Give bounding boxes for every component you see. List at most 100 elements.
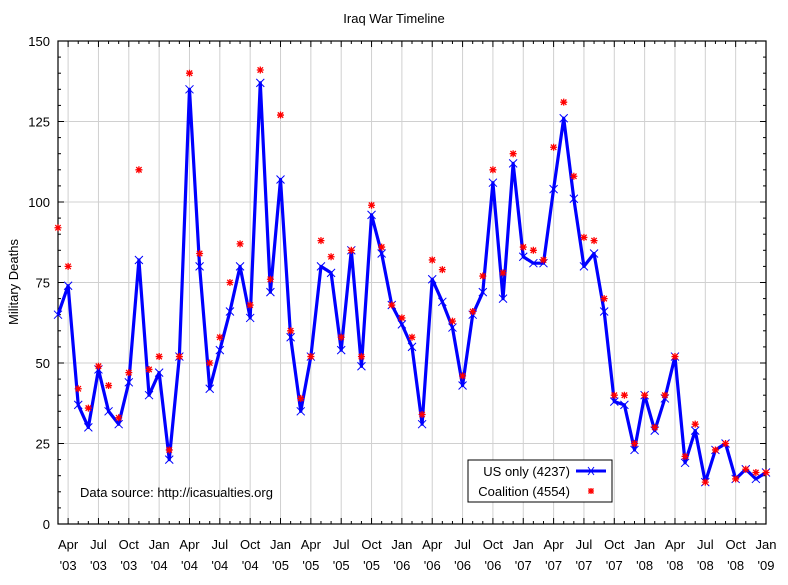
legend: US only (4237) Coalition (4554) — [467, 459, 613, 503]
coalition-point — [459, 372, 467, 380]
us-only-point — [83, 423, 93, 432]
coalition-point — [74, 385, 82, 393]
x-tick-label-month: Jan — [149, 537, 170, 552]
us-only-point — [53, 310, 63, 320]
x-tick-label-month: Jul — [90, 537, 107, 552]
x-tick-label-year: '09 — [758, 558, 775, 573]
us-only-point — [336, 345, 346, 355]
coalition-point — [539, 256, 547, 264]
data-source-annotation: Data source: http://icasualties.org — [80, 485, 273, 500]
us-only-point — [104, 406, 113, 416]
coalition-point — [762, 468, 770, 476]
coalition-point — [54, 224, 62, 232]
x-tick-label-month: Oct — [604, 537, 625, 552]
us-only-point — [680, 458, 690, 468]
us-only-point — [630, 445, 639, 455]
legend-marker-us — [587, 466, 595, 476]
us-only-point — [599, 307, 609, 316]
legend-marker-coalition — [588, 488, 594, 494]
x-tick-label-month: Jul — [454, 537, 471, 552]
coalition-point — [732, 475, 740, 483]
y-axis-label: Military Deaths — [6, 239, 21, 325]
us-only-point — [498, 294, 508, 303]
coalition-point — [216, 333, 224, 341]
us-only-point — [326, 268, 336, 278]
coalition-point — [448, 317, 456, 325]
us-only-point — [437, 297, 447, 307]
x-tick-label-year: '04 — [151, 558, 168, 573]
x-tick-label-month: Oct — [119, 537, 140, 552]
x-tick-label-month: Jan — [270, 537, 291, 552]
coalition-point — [499, 269, 507, 277]
us-only-point — [114, 419, 124, 429]
us-only-point — [488, 178, 498, 188]
x-tick-label-month: Jan — [513, 537, 534, 552]
coalition-point — [509, 150, 517, 158]
coalition-point — [297, 394, 305, 402]
coalition-point — [135, 166, 143, 174]
us-only-point — [63, 281, 73, 291]
us-only-point — [164, 455, 174, 464]
coalition-point — [631, 440, 639, 447]
x-tick-label-year: '07 — [515, 558, 532, 573]
coalition-point — [408, 333, 416, 341]
coalition-point — [691, 420, 699, 428]
us-only-point — [609, 397, 619, 406]
coalition-point — [428, 256, 436, 264]
us-only-point — [478, 287, 488, 297]
us-only-point — [266, 287, 275, 297]
x-tick-label-year: '03 — [90, 558, 107, 573]
x-tick-label-year: '06 — [424, 558, 441, 573]
coalition-point — [84, 404, 92, 412]
legend-label-us: US only (4237) — [483, 464, 570, 479]
coalition-point — [287, 327, 295, 335]
x-tick-label-year: '05 — [302, 558, 319, 573]
coalition-point — [570, 172, 578, 180]
coalition-point — [155, 353, 163, 361]
y-tick-label: 50 — [36, 356, 50, 371]
coalition-point — [651, 423, 659, 431]
us-only-point — [407, 342, 417, 352]
x-tick-label-year: '07 — [606, 558, 623, 573]
coalition-point — [438, 266, 446, 274]
x-tick-label-month: Jul — [576, 537, 593, 552]
us-only-point — [579, 262, 589, 271]
coalition-point — [115, 414, 123, 422]
x-tick-label-year: '06 — [454, 558, 471, 573]
coalition-point — [529, 246, 537, 254]
x-tick-label-year: '08 — [666, 558, 683, 573]
x-tick-label-year: '05 — [363, 558, 380, 573]
us-only-point — [276, 175, 285, 184]
x-tick-label-year: '08 — [636, 558, 653, 573]
coalition-point — [479, 272, 487, 280]
coalition-point — [277, 111, 285, 119]
us-only-point — [215, 345, 225, 355]
us-only-point — [225, 307, 235, 316]
us-only-point — [144, 390, 154, 400]
x-tick-label-month: Apr — [58, 537, 79, 552]
us-only-point — [367, 210, 376, 220]
x-tick-label-year: '06 — [484, 558, 501, 573]
x-tick-label-month: Jan — [634, 537, 655, 552]
x-tick-label-year: '03 — [60, 558, 77, 573]
coalition-point — [722, 440, 730, 447]
coalition-point — [752, 468, 760, 476]
y-tick-label: 25 — [36, 437, 50, 452]
coalition-point — [580, 233, 588, 241]
x-tick-label-year: '04 — [211, 558, 228, 573]
us-only-point — [73, 400, 83, 410]
us-only-point — [134, 255, 144, 265]
x-tick-label-month: Apr — [422, 537, 443, 552]
series-coalition — [54, 66, 770, 486]
coalition-point — [337, 333, 345, 341]
coalition-point — [125, 369, 133, 377]
x-tick-label-month: Oct — [726, 537, 747, 552]
us-only-point — [508, 159, 518, 168]
plot-frame — [57, 40, 767, 525]
us-only-point — [235, 262, 245, 271]
us-only-point — [417, 419, 427, 429]
x-tick-label-year: '05 — [333, 558, 350, 573]
coalition-point — [206, 359, 214, 367]
us-only-point — [195, 262, 204, 271]
